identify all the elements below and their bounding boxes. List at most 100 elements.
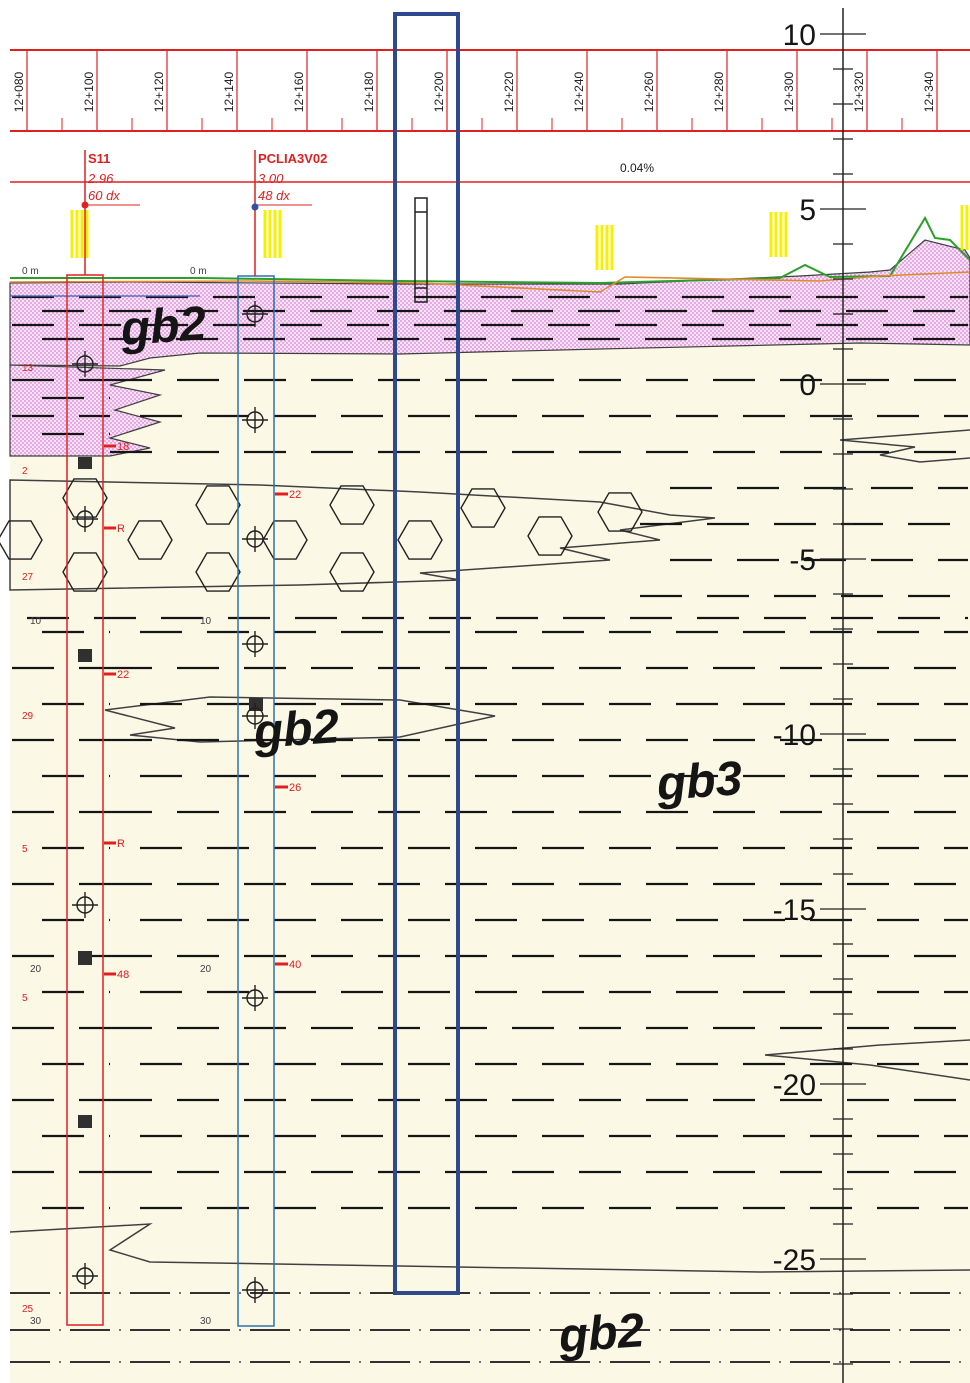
dashdot-dot — [299, 1292, 301, 1294]
unit-label-gb2-bottom: gb2 — [556, 1304, 646, 1363]
dashdot-dot — [419, 1361, 421, 1363]
dashdot-dot — [539, 1329, 541, 1331]
left-value: 13 — [22, 363, 34, 374]
dashdot-dot — [479, 1292, 481, 1294]
sample-crosshair-markers — [72, 301, 268, 1303]
station-label: 12+100 — [82, 71, 96, 112]
gravel-hexagon — [62, 552, 108, 592]
borehole-s11-samples — [78, 457, 92, 1128]
dashdot-dot — [359, 1292, 361, 1294]
borehole-pclia3v02-elevation: 3.00 — [258, 171, 284, 186]
borehole-s11-depth-10: 10 — [30, 616, 42, 627]
elevation-axis: 10 5 0 -5 -10 -15 -20 -25 — [773, 19, 866, 1365]
dashdot-dot — [299, 1361, 301, 1363]
spt-value: 48 — [117, 969, 129, 981]
borehole-s11-top-label: 0 m — [22, 266, 39, 277]
station-label: 12+180 — [362, 71, 376, 112]
spt-value: 26 — [289, 782, 301, 794]
dashdot-dot — [719, 1292, 721, 1294]
spt-value: R — [117, 523, 125, 535]
dashdot-dot — [299, 1329, 301, 1331]
elevation-label: -15 — [773, 894, 816, 927]
elevation-label: 0 — [799, 369, 816, 402]
lower-dashdot-lines — [10, 1292, 961, 1363]
borehole-pclia3v02-depth-10: 10 — [200, 616, 212, 627]
station-label: 12+200 — [432, 71, 446, 112]
borehole-s11-elevation: 2.96 — [87, 171, 114, 186]
dashdot-dot — [539, 1361, 541, 1363]
unit-label-gb2-middle: gb2 — [251, 700, 341, 759]
dashdot-dot — [899, 1361, 901, 1363]
elevation-label: -10 — [773, 719, 816, 752]
dashdot-dot — [179, 1292, 181, 1294]
borehole-pclia3v02-depth-30: 30 — [200, 1316, 212, 1327]
borehole-s11: S11 2.96 60 dx 0 m 10 20 30 18 R 22 R 48… — [22, 150, 140, 1327]
station-label: 12+300 — [782, 71, 796, 112]
unit-label-gb2-top: gb2 — [118, 297, 208, 356]
dashdot-dot — [239, 1329, 241, 1331]
elevation-label: -20 — [773, 1069, 816, 1102]
spt-value: R — [117, 838, 125, 850]
left-value: 29 — [22, 711, 34, 722]
borehole-s11-left-values: 13 2 27 29 5 5 25 — [22, 363, 34, 1315]
gravel-symbols — [0, 478, 643, 592]
dashdot-dot — [779, 1361, 781, 1363]
dashdot-dot — [119, 1329, 121, 1331]
dashdot-dot — [959, 1329, 961, 1331]
borehole-pclia3v02-top-label: 0 m — [190, 266, 207, 277]
left-value: 5 — [22, 993, 28, 1004]
unit-label-gb3: gb3 — [654, 752, 744, 811]
station-label: 12+240 — [572, 71, 586, 112]
dashdot-dot — [239, 1292, 241, 1294]
gb2-bottom-boundary — [9, 1223, 970, 1273]
borehole-pclia3v02-depth-20: 20 — [200, 964, 212, 975]
dashdot-dot — [779, 1329, 781, 1331]
gravel-hexagon — [527, 516, 573, 556]
dashdot-dot — [119, 1361, 121, 1363]
slope-label: 0.04% — [620, 161, 654, 175]
borehole-pclia3v02-spt-values: 22 26 40 — [275, 489, 301, 971]
gravel-hexagon — [0, 520, 43, 560]
left-value: 5 — [22, 844, 28, 855]
station-label: 12+320 — [852, 71, 866, 112]
station-label: 12+160 — [292, 71, 306, 112]
elevation-label: -5 — [789, 544, 816, 577]
spt-value: 22 — [289, 489, 301, 501]
dashdot-dot — [599, 1292, 601, 1294]
station-label: 12+260 — [642, 71, 656, 112]
dashdot-dot — [179, 1329, 181, 1331]
borehole-s11-name: S11 — [88, 151, 110, 166]
design-profile-line — [9, 271, 970, 293]
gravel-hexagon — [195, 552, 241, 592]
dashdot-dot — [539, 1292, 541, 1294]
dashdot-dot — [659, 1292, 661, 1294]
dashdot-dot — [959, 1292, 961, 1294]
yellow-markers — [70, 205, 969, 270]
dashdot-dot — [599, 1329, 601, 1331]
elevation-label: 5 — [799, 194, 816, 227]
gravel-hexagon — [397, 520, 443, 560]
dashdot-dot — [659, 1361, 661, 1363]
left-value: 25 — [22, 1304, 34, 1315]
pink-layer-top — [9, 239, 970, 367]
gravel-hexagon — [62, 478, 108, 518]
dashdot-dot — [839, 1361, 841, 1363]
borehole-s11-depth-30: 30 — [30, 1316, 42, 1327]
dashdot-dot — [719, 1329, 721, 1331]
dashdot-dot — [959, 1361, 961, 1363]
left-value: 27 — [22, 572, 34, 583]
gravel-hexagon — [195, 485, 241, 525]
gravel-hexagon — [127, 520, 173, 560]
dashdot-dot — [659, 1329, 661, 1331]
hexagon-gravel-lens — [9, 479, 716, 591]
dashdot-dot — [359, 1361, 361, 1363]
station-label: 12+080 — [12, 71, 26, 112]
dashdot-dot — [599, 1361, 601, 1363]
clay-hatch-dashes — [12, 295, 968, 1210]
borehole-s11-depth-20: 20 — [30, 964, 42, 975]
borehole-pclia3v02-name: PCLIA3V02 — [258, 151, 327, 166]
soil-background — [10, 283, 970, 1383]
elevation-label: 10 — [783, 19, 816, 52]
